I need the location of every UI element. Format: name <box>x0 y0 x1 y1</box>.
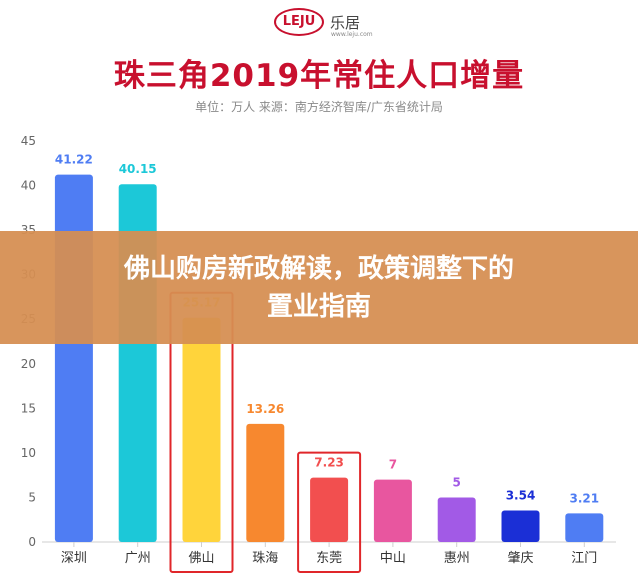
x-tick-label: 江门 <box>571 551 597 566</box>
banner-line-1: 佛山购房新政解读，政策调整下的 <box>123 254 514 284</box>
x-tick-label: 肇庆 <box>507 551 533 566</box>
y-tick-label: 15 <box>21 401 36 415</box>
bar <box>373 479 412 542</box>
bar <box>310 477 349 542</box>
x-tick-label: 东莞 <box>316 551 342 566</box>
y-tick-label: 20 <box>21 357 36 371</box>
bar <box>437 497 476 542</box>
banner-line-2: 置业指南 <box>266 292 371 322</box>
leju-url: www.leju.com <box>331 31 373 38</box>
x-tick-label: 惠州 <box>444 551 470 566</box>
bar <box>182 317 221 542</box>
data-label: 3.54 <box>506 488 536 502</box>
y-tick-label: 5 <box>28 490 36 504</box>
bar <box>565 513 604 542</box>
x-tick-label: 深圳 <box>61 551 87 566</box>
bar <box>246 423 285 542</box>
x-tick-label: 珠海 <box>252 551 278 566</box>
y-tick-label: 10 <box>21 446 36 460</box>
x-tick-label: 佛山 <box>188 551 214 566</box>
data-label: 5 <box>453 475 461 489</box>
y-tick-label: 0 <box>28 535 36 549</box>
data-label: 40.15 <box>119 162 157 176</box>
bar <box>54 174 93 542</box>
data-label: 3.21 <box>569 491 599 505</box>
chart-title: 珠三角2019年常住人口增量 <box>113 58 525 94</box>
highlight-box <box>297 451 362 573</box>
leju-brand-name: 乐居 <box>330 14 361 32</box>
bar <box>501 510 540 542</box>
data-label: 7 <box>389 458 397 472</box>
x-tick-label: 中山 <box>380 551 406 566</box>
y-tick-label: 40 <box>21 179 36 193</box>
article-title-banner: 佛山购房新政解读，政策调整下的 置业指南 <box>0 231 638 344</box>
data-label: 7.23 <box>314 456 344 470</box>
data-label: 13.26 <box>246 402 284 416</box>
x-tick-label: 广州 <box>125 551 151 566</box>
leju-logo-mark: LEJU <box>274 8 324 36</box>
y-tick-label: 45 <box>21 134 36 148</box>
data-label: 41.22 <box>55 153 93 167</box>
chart-subtitle: 单位：万人 来源：南方经济智库/广东省统计局 <box>195 100 443 114</box>
